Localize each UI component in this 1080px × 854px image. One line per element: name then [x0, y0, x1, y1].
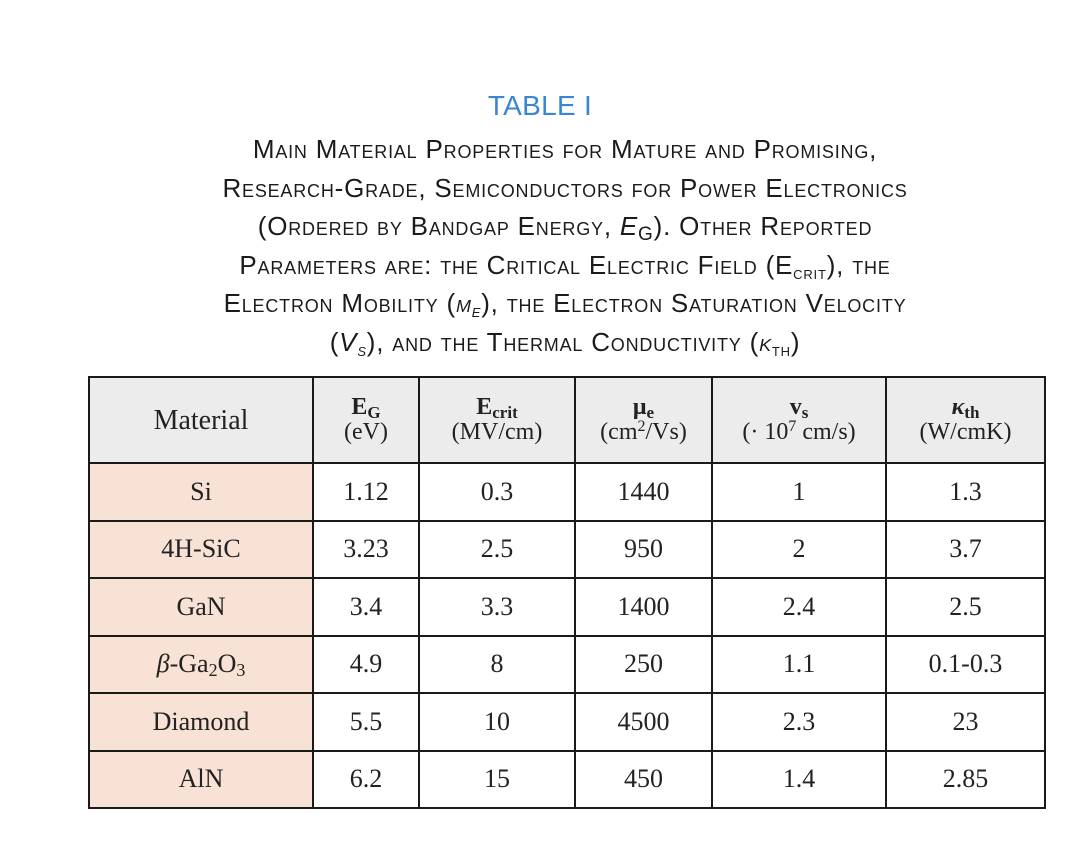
mobility-cell: 450: [574, 749, 713, 809]
critical-field-cell: 10: [418, 692, 576, 752]
material-cell: Si: [88, 462, 314, 522]
bandgap-cell: 5.5: [312, 692, 420, 752]
thermal-conductivity-cell: 23: [885, 692, 1046, 752]
caption-line-3: (Ordered by Bandgap Energy, EG). Other R…: [257, 211, 873, 245]
material-cell: AlN: [88, 749, 314, 809]
critical-field-cell: 8: [418, 634, 576, 694]
critical-field-cell: 3.3: [418, 577, 576, 637]
table-row: Si 1.12 0.3 1440 1 1.3: [88, 462, 1046, 522]
mobility-cell: 1440: [574, 462, 713, 522]
thermal-conductivity-cell: 2.5: [885, 577, 1046, 637]
critical-field-cell: 0.3: [418, 462, 576, 522]
header-bandgap: EG (eV): [312, 376, 420, 464]
table-caption: Main Material Properties for Mature and …: [85, 130, 1045, 361]
caption-line-1: Main Material Properties for Mature and …: [252, 134, 878, 164]
mobility-cell: 1400: [574, 577, 713, 637]
bandgap-cell: 6.2: [312, 749, 420, 809]
thermal-conductivity-cell: 1.3: [885, 462, 1046, 522]
table-row: Diamond 5.5 10 4500 2.3 23: [88, 692, 1046, 752]
caption-line-6: (Vs), and the Thermal Conductivity (κth): [329, 326, 801, 361]
saturation-velocity-cell: 1.1: [711, 634, 887, 694]
mobility-cell: 4500: [574, 692, 713, 752]
table-row: 4H-SiC 3.23 2.5 950 2 3.7: [88, 519, 1046, 579]
table-header-row: Material EG (eV) Ecrit (MV/cm) μe (cm2/V…: [88, 376, 1046, 464]
saturation-velocity-cell: 1.4: [711, 749, 887, 809]
bandgap-cell: 3.23: [312, 519, 420, 579]
bandgap-cell: 4.9: [312, 634, 420, 694]
caption-line-5: Electron Mobility (μe), the Electron Sat…: [223, 288, 907, 322]
bandgap-cell: 1.12: [312, 462, 420, 522]
caption-line-2: Research-Grade, Semiconductors for Power…: [222, 172, 908, 203]
thermal-conductivity-cell: 0.1-0.3: [885, 634, 1046, 694]
material-cell: 4H-SiC: [88, 519, 314, 579]
mobility-cell: 950: [574, 519, 713, 579]
material-properties-table: Material EG (eV) Ecrit (MV/cm) μe (cm2/V…: [88, 376, 1046, 809]
thermal-conductivity-cell: 2.85: [885, 749, 1046, 809]
mobility-cell: 250: [574, 634, 713, 694]
thermal-conductivity-cell: 3.7: [885, 519, 1046, 579]
saturation-velocity-cell: 2.4: [711, 577, 887, 637]
header-critical-field: Ecrit (MV/cm): [418, 376, 576, 464]
header-saturation-velocity: vs (· 107 cm/s): [711, 376, 887, 464]
table-label: TABLE I: [487, 90, 593, 121]
critical-field-cell: 15: [418, 749, 576, 809]
table-row: GaN 3.4 3.3 1400 2.4 2.5: [88, 577, 1046, 637]
caption-line-4: Parameters are: the Critical Electric Fi…: [239, 249, 891, 284]
saturation-velocity-cell: 1: [711, 462, 887, 522]
header-material: Material: [88, 376, 314, 464]
material-cell: β-Ga2O3: [88, 634, 314, 694]
saturation-velocity-cell: 2: [711, 519, 887, 579]
material-cell: GaN: [88, 577, 314, 637]
bandgap-cell: 3.4: [312, 577, 420, 637]
material-cell: Diamond: [88, 692, 314, 752]
table-row: β-Ga2O3 4.9 8 250 1.1 0.1-0.3: [88, 634, 1046, 694]
table-row: AlN 6.2 15 450 1.4 2.85: [88, 749, 1046, 809]
critical-field-cell: 2.5: [418, 519, 576, 579]
header-thermal-conductivity: κth (W/cmK): [885, 376, 1046, 464]
saturation-velocity-cell: 2.3: [711, 692, 887, 752]
header-electron-mobility: μe (cm2/Vs): [574, 376, 713, 464]
